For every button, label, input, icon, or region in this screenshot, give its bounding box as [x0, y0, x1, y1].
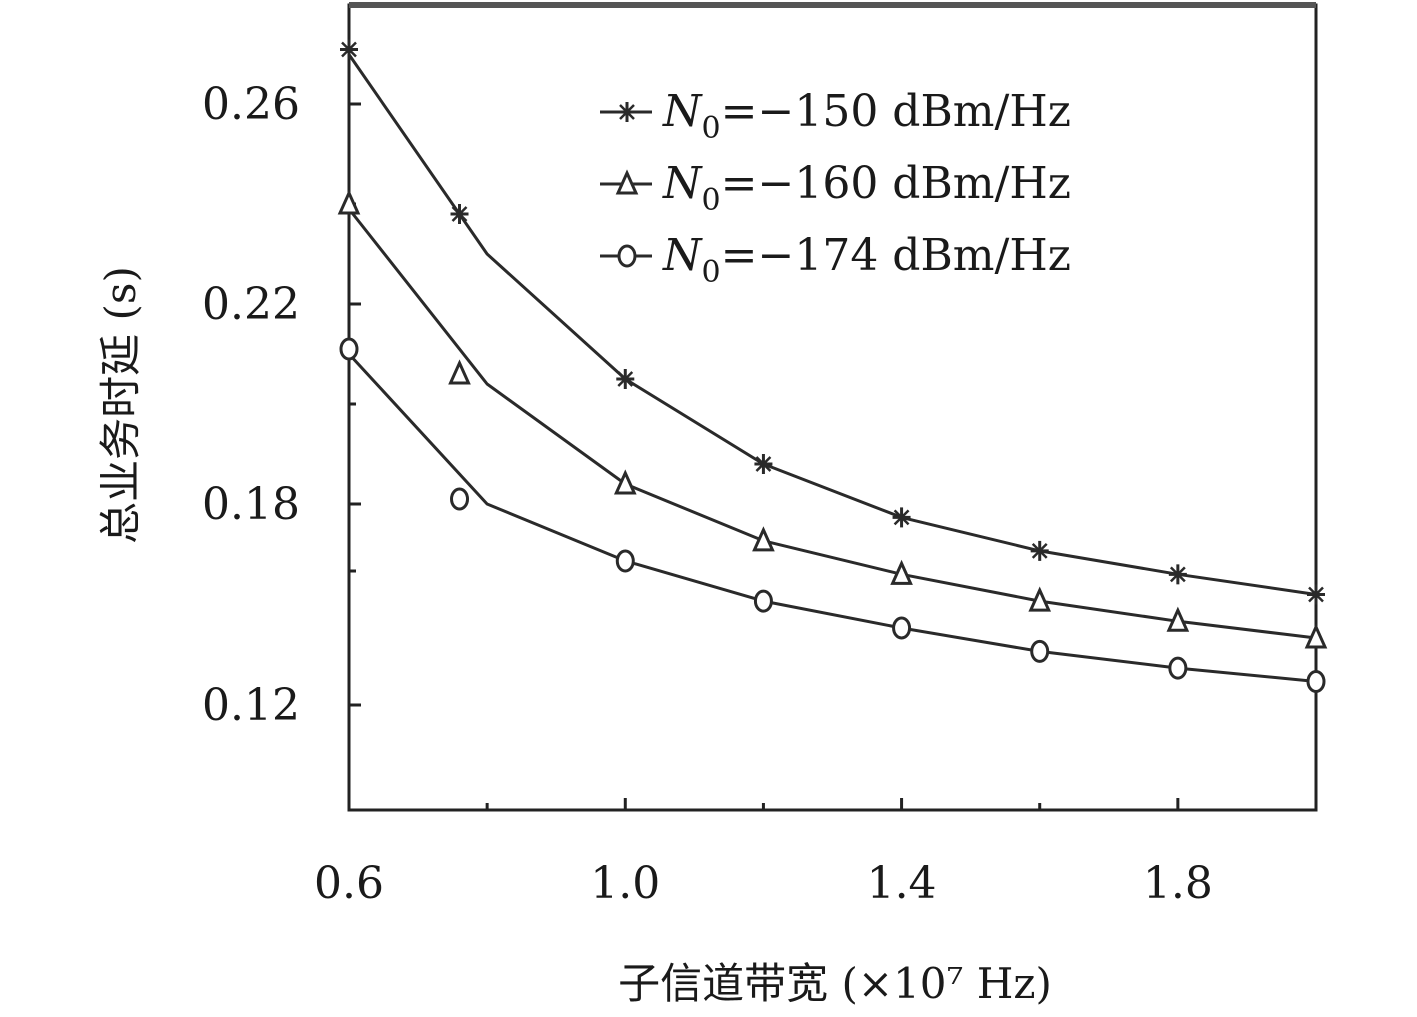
- star-marker-d2: [617, 371, 634, 387]
- x-tick-label: 0.6: [314, 858, 384, 909]
- data-point-triangle: [752, 526, 775, 552]
- data-point-triangle: [613, 469, 637, 495]
- legend-marker-triangle: [615, 169, 639, 195]
- legend-marker-star: [618, 102, 636, 122]
- data-point-triangle: [1166, 606, 1190, 632]
- series-line: [347, 208, 1317, 640]
- legend-marker-circle: [617, 244, 637, 268]
- data-point-star: [754, 454, 773, 474]
- x-axis-title: 子信道带宽 (×10⁷ Hz): [618, 959, 1052, 1008]
- x-tick-label: 1.0: [590, 858, 660, 909]
- plot-frame: [347, 2, 1318, 812]
- data-point-circle: [1030, 639, 1050, 663]
- data-point-circle: [753, 589, 773, 613]
- data-point-circle: [450, 487, 470, 511]
- data-point-star: [1307, 584, 1325, 605]
- x-axis-ticks: 0.6 1.0 1.4 1.8: [314, 798, 1213, 909]
- data-point-circle: [892, 616, 912, 640]
- star-marker-d2: [1031, 543, 1048, 559]
- data-point-triangle: [1304, 623, 1328, 649]
- y-tick-label: 0.12: [202, 680, 300, 731]
- x-tick-label: 1.8: [1143, 858, 1213, 909]
- data-point-star: [450, 204, 469, 224]
- star-marker-d2: [341, 41, 357, 58]
- data-point-star: [1168, 564, 1187, 585]
- data-point-triangle: [890, 559, 913, 585]
- legend-label: N0=−150 dBm/Hz: [662, 86, 1071, 146]
- data-point-star: [892, 507, 911, 528]
- series-star: [340, 39, 1325, 605]
- data-point-triangle: [1028, 586, 1052, 612]
- star-marker-d2: [893, 509, 910, 526]
- series-circle: [339, 337, 1326, 694]
- data-point-star: [616, 369, 635, 389]
- data-point-star: [340, 39, 358, 60]
- data-point-star: [1030, 540, 1049, 561]
- star-marker-d2: [619, 104, 635, 120]
- star-marker-d2: [451, 206, 468, 222]
- legend: N0=−150 dBm/Hz N0=−160 dBm/Hz N0=−174 dBm/…: [600, 86, 1071, 290]
- legend-label: N0=−160 dBm/Hz: [662, 158, 1071, 218]
- star-marker-d2: [1169, 566, 1186, 583]
- star-marker-d2: [755, 456, 772, 472]
- data-point-circle: [339, 337, 359, 361]
- y-tick-label: 0.26: [202, 79, 300, 130]
- data-point-circle: [1168, 656, 1188, 680]
- y-axis-ticks: 0.12 0.18 0.22 0.26: [202, 79, 361, 731]
- legend-entry: N0=−150 dBm/Hz: [600, 86, 1071, 146]
- y-tick-label: 0.18: [202, 479, 300, 530]
- series-layer: [337, 39, 1328, 694]
- legend-label: N0=−174 dBm/Hz: [662, 230, 1071, 290]
- data-point-circle: [615, 549, 635, 573]
- data-point-triangle: [448, 359, 471, 385]
- star-marker-d2: [1308, 586, 1324, 603]
- legend-entry: N0=−174 dBm/Hz: [600, 230, 1071, 290]
- x-tick-label: 1.4: [867, 858, 937, 909]
- data-point-triangle: [337, 189, 361, 215]
- data-point-circle: [1306, 670, 1326, 694]
- y-axis-title: 总业务时延 (s): [96, 266, 145, 544]
- series-line: [347, 352, 1317, 683]
- series-triangle: [337, 189, 1328, 649]
- y-tick-label: 0.22: [202, 279, 300, 330]
- legend-entry: N0=−160 dBm/Hz: [600, 158, 1071, 218]
- series-line: [347, 53, 1317, 596]
